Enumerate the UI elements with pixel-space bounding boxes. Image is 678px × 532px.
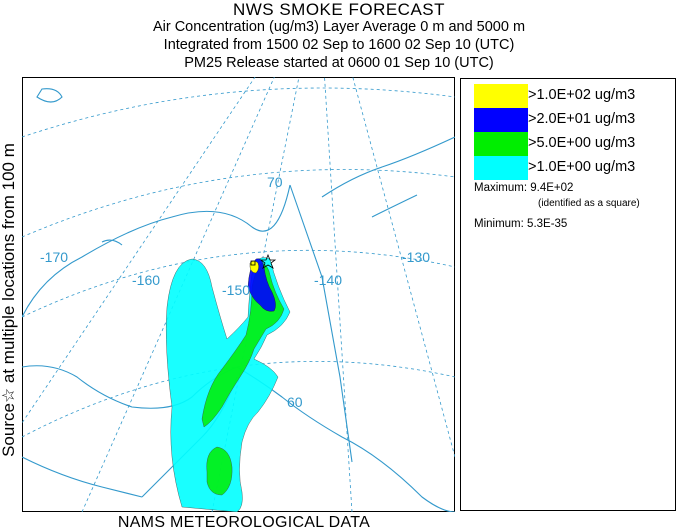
data-source-footer: NAMS METEOROLOGICAL DATA	[117, 514, 371, 531]
smoke-forecast-map: -170 -160 -150 -140 -130 70 60	[22, 77, 455, 512]
minimum-value: 5.3E-35	[527, 218, 568, 230]
forecast-title: NWS SMOKE FORECAST	[232, 0, 446, 19]
maximum-note: (identified as a square)	[538, 198, 640, 209]
concentration-legend: >1.0E+02 ug/m3 >2.0E+01 ug/m3 >5.0E+00 u…	[460, 78, 676, 511]
legend-label-1e0: >1.0E+00 ug/m3	[528, 159, 636, 175]
longitude-line-140	[324, 77, 353, 512]
source-markers	[250, 253, 277, 269]
legend-swatch-5e0	[474, 132, 528, 156]
lon-label-160: -160	[132, 272, 160, 288]
border-line	[289, 184, 353, 463]
latitude-line-65	[22, 249, 455, 318]
maximum-value: 9.4E+02	[530, 182, 574, 194]
legend-swatch-1e0	[474, 156, 528, 180]
lon-label-170: -170	[40, 249, 68, 265]
lon-label-140: -140	[314, 272, 342, 288]
legend-swatch-1e2	[474, 84, 528, 108]
legend-label-2e1: >2.0E+01 ug/m3	[528, 111, 636, 127]
forecast-subtitle-concentration: Air Concentration (ug/m3) Layer Average …	[152, 19, 526, 35]
longitude-line-130	[352, 77, 455, 458]
legend-swatch-2e1	[474, 108, 528, 132]
lat-label-70: 70	[267, 174, 283, 190]
lon-label-130: -130	[402, 249, 430, 265]
forecast-subtitle-release: PM25 Release started at 0600 01 Sep 10 (…	[184, 55, 494, 71]
minimum-stat: Minimum: 5.3E-35	[474, 218, 567, 230]
forecast-subtitle-integration: Integrated from 1500 02 Sep to 1600 02 S…	[163, 37, 515, 53]
plume-contour-5e0-south	[206, 446, 233, 496]
minimum-label: Minimum:	[474, 218, 524, 230]
coastline	[22, 88, 455, 512]
maximum-stat: Maximum: 9.4E+02	[474, 182, 573, 194]
maximum-label: Maximum:	[474, 182, 528, 194]
source-star-icon	[259, 253, 277, 269]
lon-label-150: -150	[222, 282, 250, 298]
latitude-line-60	[22, 360, 455, 438]
legend-label-1e2: >1.0E+02 ug/m3	[528, 87, 636, 103]
lat-label-60: 60	[287, 394, 303, 410]
legend-label-5e0: >5.0E+00 ug/m3	[528, 135, 636, 151]
source-location-label: Source☆ at multiple locations from 100 m	[0, 143, 18, 457]
graticule-labels: -170 -160 -150 -140 -130 70 60	[40, 174, 430, 410]
maximum-square-icon	[250, 260, 256, 266]
latitude-line-75	[22, 87, 455, 138]
latitude-line-70	[22, 169, 455, 238]
latitude-lines	[22, 87, 455, 438]
